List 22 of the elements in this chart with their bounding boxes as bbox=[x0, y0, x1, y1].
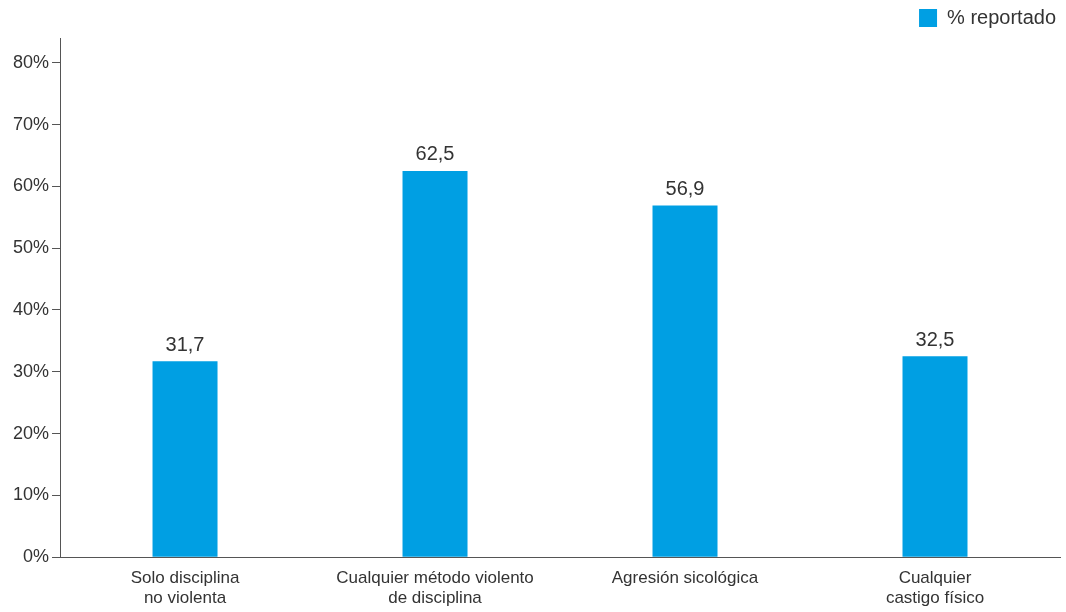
x-tick-label: Solo disciplina no violenta bbox=[130, 568, 240, 608]
y-tick-label: 70% bbox=[13, 113, 50, 134]
data-label: 32,5 bbox=[915, 327, 955, 350]
x-tick-label: Cualquier método violento de disciplina bbox=[336, 568, 534, 608]
y-tick-label: 40% bbox=[13, 298, 50, 319]
data-label: 31,7 bbox=[165, 332, 205, 355]
y-tick-label: 50% bbox=[13, 237, 50, 258]
legend-label: % reportado bbox=[947, 5, 1057, 28]
bar bbox=[652, 205, 718, 557]
y-tick-label: 0% bbox=[23, 546, 50, 567]
bar bbox=[402, 170, 468, 557]
y-tick-label: 80% bbox=[13, 51, 50, 72]
data-label: 62,5 bbox=[415, 142, 455, 165]
y-tick-label: 20% bbox=[13, 422, 50, 443]
y-tick-label: 60% bbox=[13, 175, 50, 196]
x-tick-label: Agresión sicológica bbox=[611, 568, 759, 588]
data-label: 56,9 bbox=[665, 177, 705, 200]
y-tick-label: 30% bbox=[13, 360, 50, 381]
bar bbox=[902, 356, 968, 557]
x-tick-label: Cualquier castigo físico bbox=[885, 568, 985, 608]
y-tick-label: 10% bbox=[13, 484, 50, 505]
bar bbox=[152, 361, 218, 557]
